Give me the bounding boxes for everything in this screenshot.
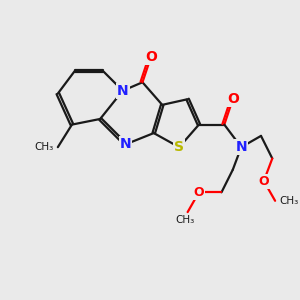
- Text: N: N: [120, 137, 131, 152]
- Text: O: O: [194, 186, 204, 199]
- Text: N: N: [236, 140, 247, 154]
- Text: N: N: [117, 84, 128, 98]
- Text: CH₃: CH₃: [34, 142, 54, 152]
- Text: O: O: [145, 50, 157, 64]
- Text: CH₃: CH₃: [175, 215, 194, 225]
- Text: S: S: [174, 140, 184, 154]
- Text: CH₃: CH₃: [279, 196, 298, 206]
- Text: O: O: [227, 92, 239, 106]
- Text: O: O: [259, 175, 269, 188]
